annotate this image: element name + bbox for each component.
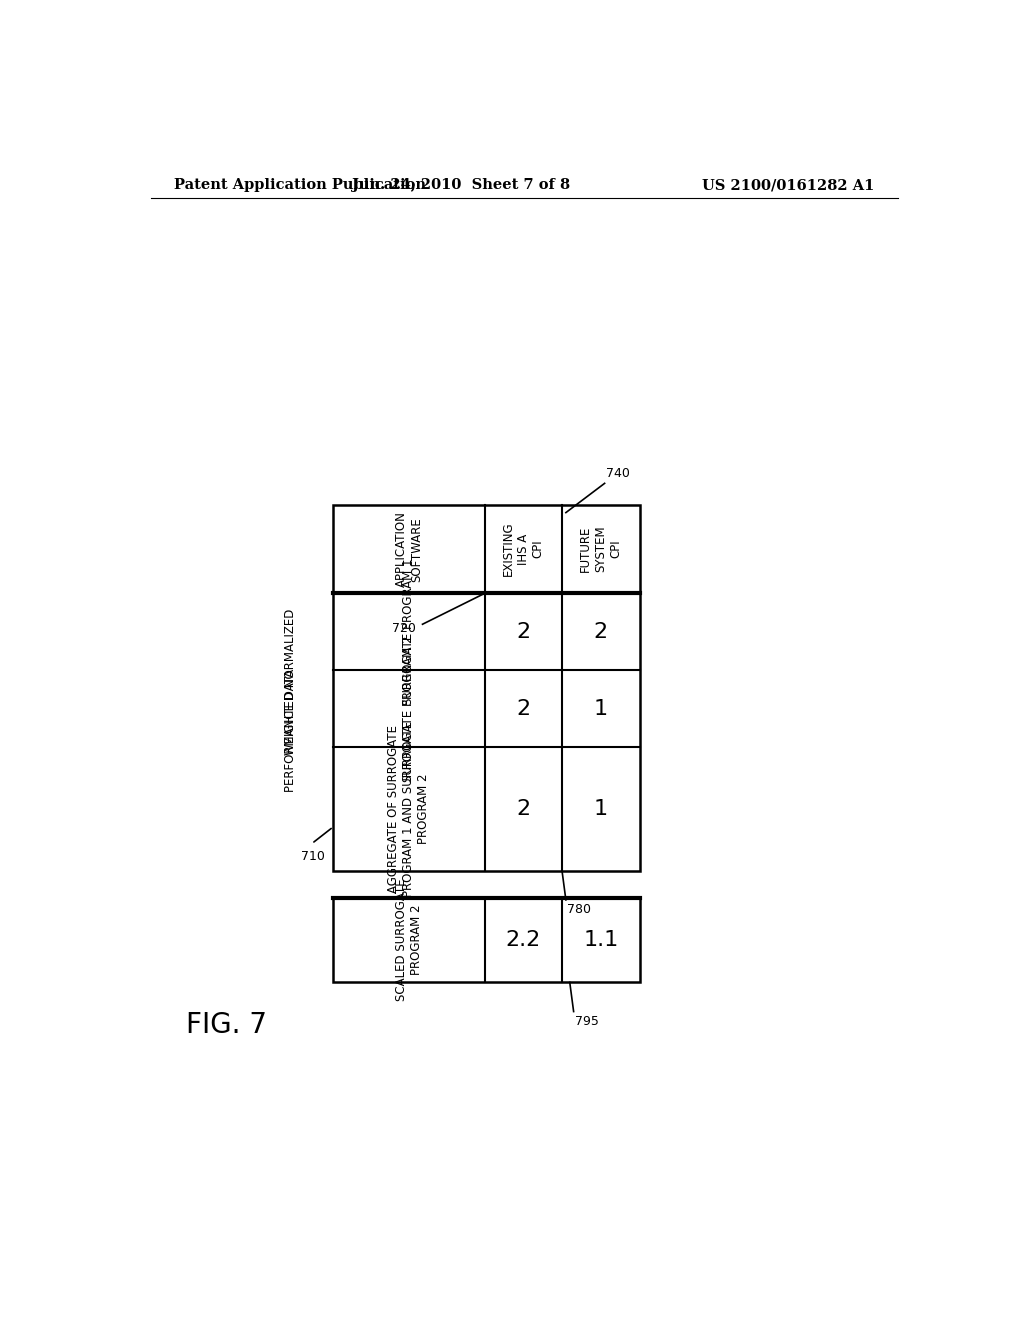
Text: 1.1: 1.1 [583,931,618,950]
Text: US 2100/0161282 A1: US 2100/0161282 A1 [701,178,873,193]
Text: 2: 2 [516,700,530,719]
Text: 795: 795 [575,1015,599,1028]
Text: FIG. 7: FIG. 7 [186,1011,267,1039]
Text: 2: 2 [594,622,608,642]
Text: APPLICATION
SOFTWARE: APPLICATION SOFTWARE [395,511,423,587]
Text: 720: 720 [392,622,417,635]
Text: 740: 740 [606,467,630,480]
Text: AGGREGATE OF SURROGATE
PROGRAM 1 AND SURROGATE
PROGRAM 2: AGGREGATE OF SURROGATE PROGRAM 1 AND SUR… [387,721,430,898]
Text: 780: 780 [567,903,592,916]
Text: 2: 2 [516,799,530,818]
Text: 710: 710 [301,850,326,863]
Text: SURROGATE PROGRAM 1: SURROGATE PROGRAM 1 [402,558,416,705]
Text: 2.2: 2.2 [506,931,541,950]
Text: 1: 1 [594,700,608,719]
Text: PERFORMANCE DATA: PERFORMANCE DATA [285,668,297,792]
Bar [334,506,640,871]
Text: 1: 1 [594,799,608,818]
Text: EXISTING
IHS A
CPI: EXISTING IHS A CPI [502,521,545,577]
Text: FUTURE
SYSTEM
CPI: FUTURE SYSTEM CPI [580,525,623,573]
Text: SCALED SURROGATE
PROGRAM 2: SCALED SURROGATE PROGRAM 2 [395,879,423,1002]
Text: SURROGATE PROGRAM 2: SURROGATE PROGRAM 2 [402,636,416,783]
Text: Patent Application Publication: Patent Application Publication [174,178,427,193]
Text: 2: 2 [516,622,530,642]
Bar [334,898,640,982]
Text: WEIGHTED NORMALIZED: WEIGHTED NORMALIZED [285,609,297,755]
Text: Jun. 24, 2010  Sheet 7 of 8: Jun. 24, 2010 Sheet 7 of 8 [352,178,570,193]
